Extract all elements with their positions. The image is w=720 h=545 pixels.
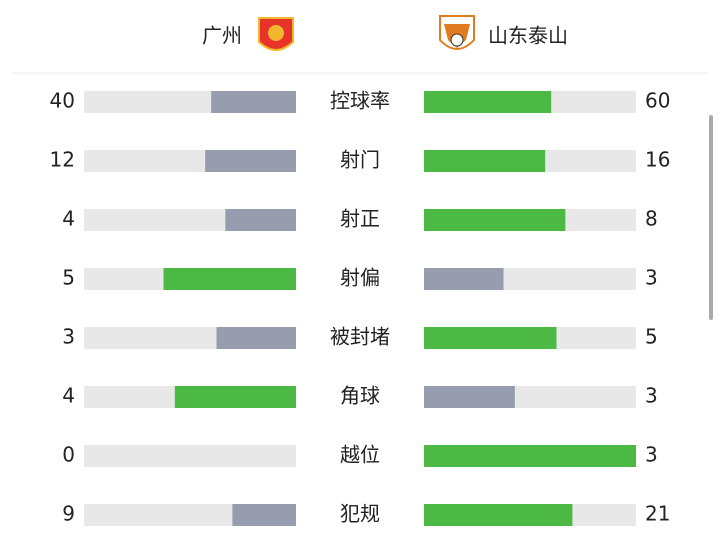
away-value: 5 xyxy=(645,325,658,349)
home-team: 广州 xyxy=(202,24,242,48)
away-value: 8 xyxy=(645,207,658,231)
home-value: 12 xyxy=(50,148,75,172)
home-logo xyxy=(258,17,294,51)
stat-label: 射门 xyxy=(340,148,380,172)
stat-label: 射偏 xyxy=(340,266,380,290)
away-value: 21 xyxy=(645,502,670,526)
home-bar xyxy=(174,386,296,408)
stat-label: 越位 xyxy=(340,443,380,467)
away-logo xyxy=(439,15,475,50)
home-bar xyxy=(232,504,296,526)
home-value: 4 xyxy=(62,384,75,408)
away-value: 3 xyxy=(645,443,658,467)
home-bar xyxy=(163,268,296,290)
stat-label: 角球 xyxy=(340,384,380,408)
away-value: 16 xyxy=(645,148,670,172)
away-bar xyxy=(424,209,566,231)
home-bar xyxy=(211,91,296,113)
home-value: 5 xyxy=(62,266,75,290)
home-value: 40 xyxy=(50,89,75,113)
away-value: 3 xyxy=(645,384,658,408)
scrollbar xyxy=(709,115,713,320)
away-bar xyxy=(424,386,515,408)
away-bar xyxy=(424,504,573,526)
stat-label: 犯规 xyxy=(340,502,380,526)
stat-label: 被封堵 xyxy=(330,325,390,349)
away-bar xyxy=(424,150,546,172)
away-bar xyxy=(424,91,552,113)
home-bar xyxy=(225,209,296,231)
home-value: 3 xyxy=(62,325,75,349)
home-bar xyxy=(205,150,296,172)
away-bar xyxy=(424,268,504,290)
away-bar xyxy=(424,445,636,467)
home-value: 4 xyxy=(62,207,75,231)
home-bar xyxy=(216,327,296,349)
track xyxy=(84,445,296,467)
home-value: 0 xyxy=(62,443,75,467)
away-team: 山东泰山 xyxy=(488,24,568,48)
away-value: 3 xyxy=(645,266,658,290)
stat-label: 射正 xyxy=(340,207,380,231)
away-bar xyxy=(424,327,557,349)
stat-label: 控球率 xyxy=(330,89,390,113)
home-value: 9 xyxy=(62,502,75,526)
away-value: 60 xyxy=(645,89,670,113)
